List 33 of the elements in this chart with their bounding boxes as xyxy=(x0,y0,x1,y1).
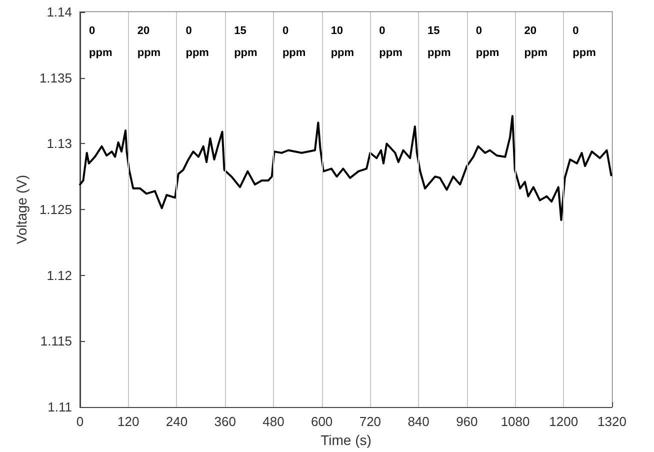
x-tick-label: 480 xyxy=(262,414,284,429)
y-tick-label: 1.11 xyxy=(48,400,72,414)
x-tick-label: 240 xyxy=(166,414,188,429)
y-tick-label: 1.115 xyxy=(40,334,72,349)
line-series xyxy=(79,115,612,222)
x-axis-title: Time (s) xyxy=(320,432,372,448)
band-label: 20 ppm xyxy=(524,25,548,59)
band-label: 20 ppm xyxy=(137,25,161,59)
x-tick-label: 120 xyxy=(118,414,140,429)
band-label: 0 ppm xyxy=(476,25,500,59)
band-label: 0 ppm xyxy=(89,25,112,59)
band-label: 15 ppm xyxy=(428,25,451,59)
x-tick-label: 960 xyxy=(456,414,478,429)
band-label: 0 ppm xyxy=(572,25,596,59)
x-tick-label: 1320 xyxy=(598,414,626,429)
band-label: 0 ppm xyxy=(282,25,306,59)
x-tick-label: 360 xyxy=(214,414,236,429)
band-label: 10 ppm xyxy=(330,25,354,59)
y-tick-label: 1.135 xyxy=(39,70,72,86)
x-tick-label: 1200 xyxy=(549,414,578,429)
x-tick-label: 1080 xyxy=(500,414,530,429)
x-tick-label: 840 xyxy=(408,414,430,429)
x-tick-label: 600 xyxy=(310,414,333,429)
y-axis-title: Voltage (V) xyxy=(14,174,30,244)
band-label: 0 ppm xyxy=(379,25,403,59)
y-tick-label: 1.125 xyxy=(39,202,72,217)
y-tick-label: 1.13 xyxy=(46,136,72,152)
band-label: 15 ppm xyxy=(234,25,258,59)
y-tick-label: 1.14 xyxy=(46,4,72,20)
band-label: 0 ppm xyxy=(186,25,210,59)
x-tick-label: 720 xyxy=(359,414,382,429)
x-tick-label: 0 xyxy=(76,414,84,429)
y-tick-label: 1.12 xyxy=(46,268,72,283)
